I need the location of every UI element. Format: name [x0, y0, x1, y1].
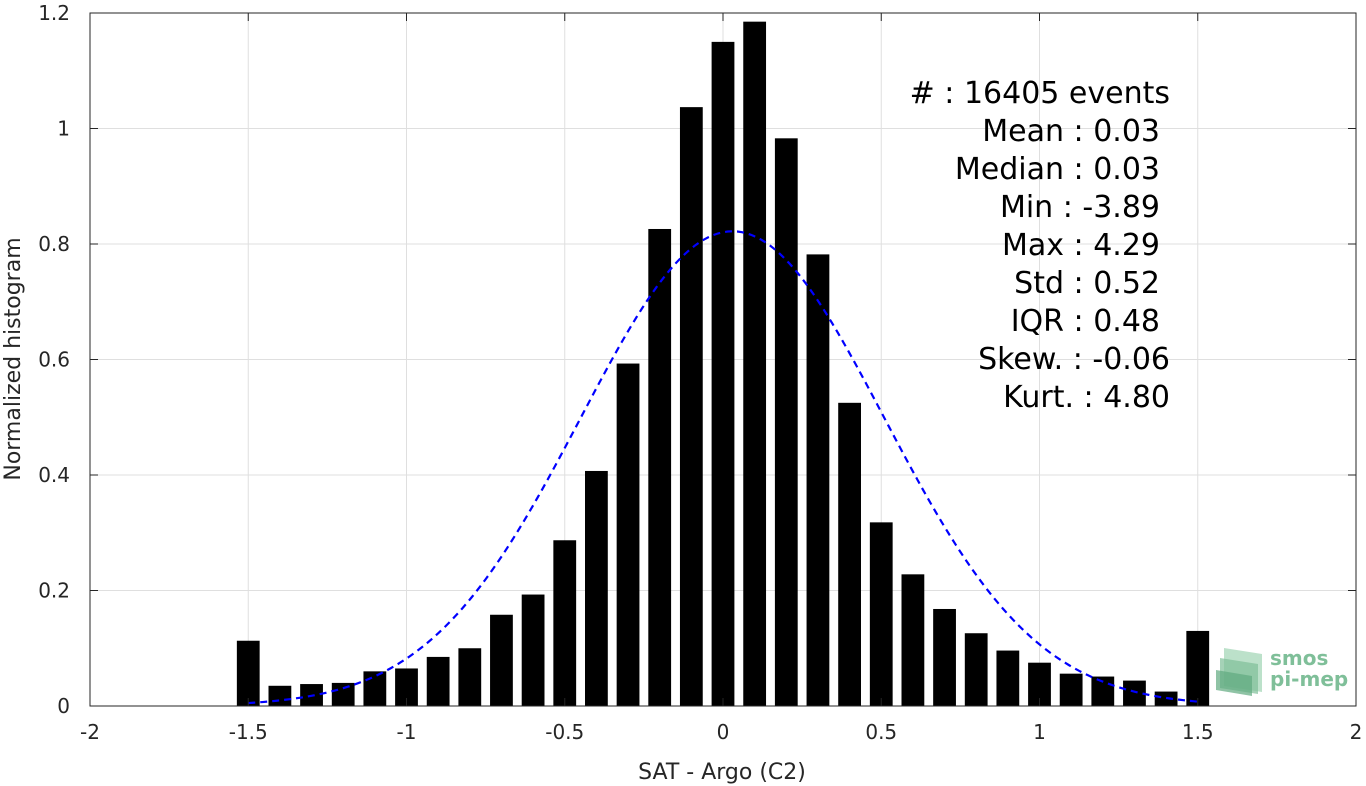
x-tick-label: 0.5	[865, 720, 897, 744]
bar	[1059, 673, 1083, 706]
histogram-bars	[236, 21, 1210, 707]
bar	[743, 21, 767, 707]
x-axis-label: SAT - Argo (C2)	[638, 760, 806, 785]
stat-median: Median : 0.03	[955, 152, 1160, 187]
stat-kurt: Kurt. : 4.80	[1003, 380, 1170, 415]
x-tick-label: -1.5	[229, 720, 268, 744]
bar	[490, 614, 513, 706]
bar	[996, 650, 1020, 706]
stat-count: # : 16405 events	[910, 76, 1170, 111]
y-axis-label: Normalized histogram	[1, 237, 26, 480]
bar	[458, 648, 482, 706]
y-tick-label: 0.4	[38, 463, 70, 487]
bar	[426, 656, 450, 706]
stat-max: Max : 4.29	[1002, 228, 1160, 263]
bar	[679, 107, 703, 706]
logo-waves-icon	[1216, 648, 1262, 696]
x-tick-label: 0	[717, 720, 730, 744]
bar	[901, 574, 925, 706]
bar	[585, 470, 608, 706]
x-tick-label: 2	[1350, 720, 1363, 744]
bar	[236, 640, 260, 706]
bar	[933, 608, 956, 706]
x-tick-label: -1	[397, 720, 417, 744]
bar	[838, 402, 861, 706]
stat-mean: Mean : 0.03	[982, 114, 1160, 149]
stat-std: Std : 0.52	[1014, 266, 1160, 301]
y-tick-label: 0.8	[38, 232, 70, 256]
y-tick-label: 0.2	[38, 579, 70, 603]
bar	[1028, 662, 1051, 706]
bar	[774, 138, 798, 706]
tick-labels: -2 -1.5 -1 -0.5 0 0.5 1 1.5 2 0 0.2 0.4 0.6 0.8 1 1.2	[38, 1, 1362, 744]
stat-iqr: IQR : 0.48	[1011, 304, 1160, 339]
x-tick-label: 1	[1033, 720, 1046, 744]
bar	[869, 522, 893, 706]
gaussian-fit	[248, 230, 1198, 705]
bar	[964, 633, 988, 706]
bar	[363, 671, 387, 706]
bar	[616, 363, 640, 706]
statistics-box: # : 16405 events Mean : 0.03 Median : 0.…	[910, 76, 1170, 415]
stat-skew: Skew. : -0.06	[978, 342, 1170, 377]
bar	[806, 254, 830, 706]
y-tick-label: 1	[57, 117, 70, 141]
bar	[711, 41, 735, 706]
bar	[1186, 630, 1210, 706]
fit-curve-line	[248, 230, 1198, 705]
smos-pimep-logo: smos pi-mep	[1216, 646, 1348, 696]
bar	[648, 228, 672, 707]
stat-min: Min : -3.89	[1000, 190, 1160, 225]
logo-text-pimep: pi-mep	[1270, 667, 1348, 691]
bar	[553, 540, 577, 706]
bar	[395, 668, 418, 706]
logo-text-smos: smos	[1270, 646, 1328, 670]
axes	[89, 12, 1357, 707]
x-tick-label: -0.5	[545, 720, 584, 744]
y-tick-label: 0	[57, 694, 70, 718]
bar	[268, 685, 292, 706]
y-tick-label: 0.6	[38, 348, 70, 372]
x-tick-label: 1.5	[1182, 720, 1214, 744]
y-tick-label: 1.2	[38, 1, 70, 25]
x-tick-label: -2	[80, 720, 100, 744]
bar	[331, 682, 355, 706]
bar	[521, 594, 545, 706]
bar	[1123, 680, 1146, 706]
